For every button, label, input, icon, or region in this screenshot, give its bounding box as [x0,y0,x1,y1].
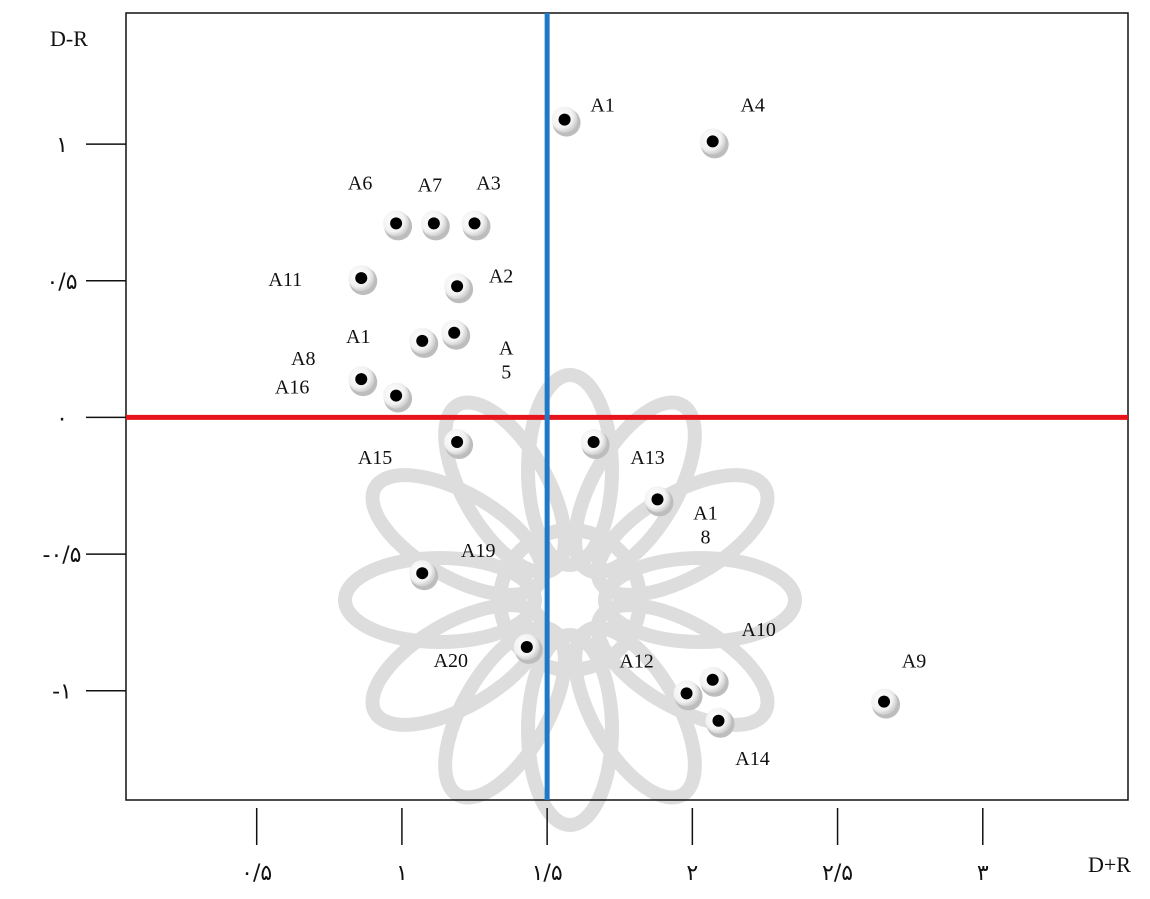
point-label: A9 [902,651,926,673]
point-label: A19 [461,540,495,562]
data-point [871,688,901,719]
data-point [409,560,439,591]
x-tick-label: ۰/۵ [241,861,272,886]
watermark-logo [338,368,802,832]
point-label: A16 [275,377,309,399]
point-label: A4 [740,94,764,116]
y-axis-title: D-R [50,26,88,51]
data-point [441,319,471,350]
point-label: A7 [418,174,442,196]
point-label: A11 [268,269,302,291]
data-point [348,366,378,397]
point-label: A12 [619,650,653,672]
point-label: A15 [358,447,392,469]
point-label: A1 8 [693,502,717,548]
data-point [513,633,543,664]
x-tick-label: ۳ [977,861,989,886]
y-tick-label: ۱ [56,133,68,158]
data-point [420,210,450,241]
data-point [409,327,439,358]
y-axis: ۱ ۰/۵ ۰ -۰/۵ -۱ [43,133,126,705]
point-label: A14 [735,748,769,770]
data-point [444,273,474,304]
x-tick-label: ۲/۵ [822,861,853,886]
point-label: A10 [741,619,775,641]
point-label: A20 [434,650,468,672]
data-point [551,106,581,137]
data-point [705,707,735,738]
data-point [699,128,729,159]
data-point [348,265,378,296]
data-points: A1 A4 A6 A7 A3 A11 A2 A 5 A1 A8 A16 A15 A13 A1 8 A19 A20 A… [268,94,926,769]
data-point [444,429,474,460]
y-tick-label: -۱ [52,680,72,705]
x-tick-label: ۱ [396,861,408,886]
plot-frame [125,12,1129,801]
y-tick-label: -۰/۵ [43,543,82,568]
point-label: A8 [291,348,315,370]
point-label: A13 [630,447,664,469]
y-tick-label: ۰/۵ [46,270,77,295]
x-tick-label: ۱/۵ [532,861,563,886]
point-label: A1 [590,95,614,117]
data-point [673,680,703,711]
x-axis-title: D+R [1088,852,1131,877]
data-point [699,666,729,697]
data-point [644,486,674,517]
point-label: A1 [346,326,370,348]
y-tick-label: ۰ [56,406,68,431]
point-label: A6 [348,172,372,194]
point-label: A2 [489,265,513,287]
x-tick-label: ۲ [686,861,698,886]
data-point [383,210,413,241]
data-point [580,429,610,460]
x-axis: ۰/۵ ۱ ۱/۵ ۲ ۲/۵ ۳ [241,808,989,886]
data-point [461,210,491,241]
point-label: A3 [476,172,500,194]
data-point [383,382,413,413]
